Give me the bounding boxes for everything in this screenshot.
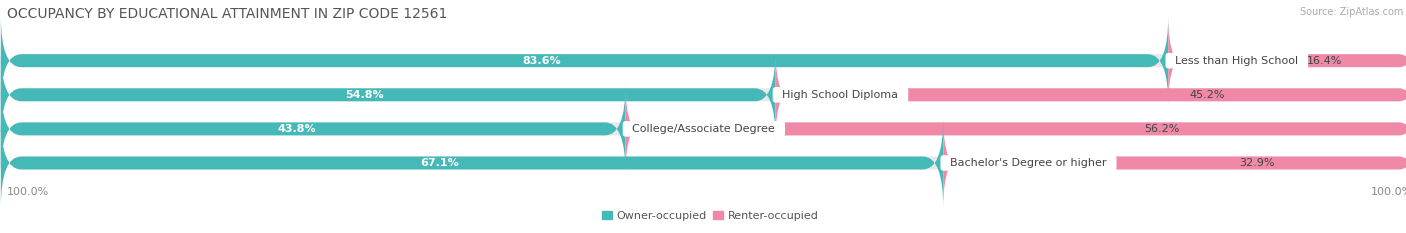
FancyBboxPatch shape bbox=[776, 50, 1406, 140]
Text: 67.1%: 67.1% bbox=[420, 158, 460, 168]
Text: 54.8%: 54.8% bbox=[344, 90, 384, 100]
FancyBboxPatch shape bbox=[1, 16, 1168, 105]
Text: 83.6%: 83.6% bbox=[522, 56, 561, 66]
Text: 56.2%: 56.2% bbox=[1144, 124, 1180, 134]
Text: College/Associate Degree: College/Associate Degree bbox=[626, 124, 782, 134]
FancyBboxPatch shape bbox=[943, 118, 1406, 208]
Text: 32.9%: 32.9% bbox=[1240, 158, 1275, 168]
FancyBboxPatch shape bbox=[1, 50, 1406, 140]
FancyBboxPatch shape bbox=[1, 50, 776, 140]
FancyBboxPatch shape bbox=[1, 16, 1406, 105]
Text: 16.4%: 16.4% bbox=[1308, 56, 1343, 66]
Text: 45.2%: 45.2% bbox=[1189, 90, 1225, 100]
FancyBboxPatch shape bbox=[1, 84, 1406, 174]
Text: Less than High School: Less than High School bbox=[1168, 56, 1305, 66]
FancyBboxPatch shape bbox=[1, 84, 626, 174]
FancyBboxPatch shape bbox=[1, 118, 943, 208]
FancyBboxPatch shape bbox=[1, 118, 1406, 208]
FancyBboxPatch shape bbox=[1168, 16, 1406, 105]
Text: OCCUPANCY BY EDUCATIONAL ATTAINMENT IN ZIP CODE 12561: OCCUPANCY BY EDUCATIONAL ATTAINMENT IN Z… bbox=[7, 7, 447, 21]
Legend: Owner-occupied, Renter-occupied: Owner-occupied, Renter-occupied bbox=[598, 206, 823, 225]
Text: Bachelor's Degree or higher: Bachelor's Degree or higher bbox=[943, 158, 1114, 168]
Text: 43.8%: 43.8% bbox=[277, 124, 316, 134]
Text: High School Diploma: High School Diploma bbox=[776, 90, 905, 100]
Text: Source: ZipAtlas.com: Source: ZipAtlas.com bbox=[1299, 7, 1403, 17]
FancyBboxPatch shape bbox=[626, 84, 1406, 174]
